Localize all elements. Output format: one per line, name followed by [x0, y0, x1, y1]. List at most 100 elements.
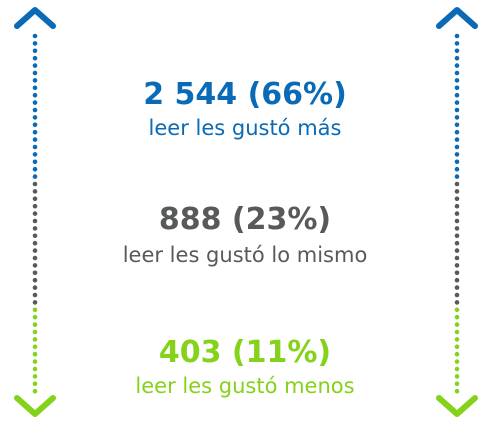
dot [32, 166, 38, 172]
dot [454, 233, 460, 239]
up-chevron [14, 7, 56, 29]
dot [454, 115, 460, 120]
dot [454, 129, 460, 135]
right-arrow [436, 7, 478, 417]
dot [454, 255, 460, 261]
dot [454, 374, 460, 379]
dot [32, 322, 38, 327]
dot [32, 233, 38, 239]
item-label: leer les gustó menos [135, 374, 354, 398]
item-label: leer les gustó más [149, 116, 342, 140]
dot [454, 48, 460, 54]
dot [32, 388, 38, 394]
left-arrow [14, 7, 56, 417]
dot [32, 137, 38, 142]
dot [454, 240, 460, 246]
item-value: 888 (23%) [159, 202, 331, 237]
dot [454, 218, 460, 224]
dot [32, 277, 38, 283]
dot [454, 337, 460, 342]
dot [454, 203, 460, 209]
dot [454, 152, 460, 157]
dot [32, 351, 38, 357]
dot [454, 366, 460, 372]
dot [454, 137, 460, 142]
dot [454, 329, 460, 335]
dot [454, 211, 460, 216]
dot [454, 63, 460, 68]
dot [32, 115, 38, 120]
dot [32, 337, 38, 342]
dot [32, 226, 38, 231]
item-value: 2 544 (66%) [143, 77, 347, 112]
dot [32, 248, 38, 253]
dot [454, 33, 460, 39]
dot [32, 159, 38, 165]
dot [454, 292, 460, 298]
dot [32, 129, 38, 135]
dot [454, 248, 460, 253]
dot [32, 41, 38, 46]
dot [32, 63, 38, 68]
dot [454, 78, 460, 83]
dot [32, 300, 38, 305]
dot [32, 144, 38, 150]
dot [454, 122, 460, 128]
dot [32, 100, 38, 105]
down-chevron [14, 395, 56, 417]
dot [32, 255, 38, 261]
dot [454, 107, 460, 113]
dot [32, 33, 38, 39]
dot [454, 300, 460, 305]
dot [32, 189, 38, 194]
dot [32, 366, 38, 372]
dot [32, 107, 38, 113]
dot [32, 78, 38, 83]
dot [32, 240, 38, 246]
item-value: 403 (11%) [159, 335, 331, 370]
dot [32, 55, 38, 61]
dot [32, 263, 38, 268]
dot [454, 196, 460, 202]
down-chevron [436, 395, 478, 417]
dot [32, 285, 38, 290]
dot [454, 285, 460, 290]
dot [32, 374, 38, 379]
dot [32, 270, 38, 276]
dot [454, 359, 460, 364]
dotted-lines [32, 33, 460, 394]
dot [454, 277, 460, 283]
dot [454, 159, 460, 165]
dot [32, 70, 38, 76]
dot [454, 307, 460, 313]
dot [32, 314, 38, 320]
dot [454, 174, 460, 179]
dot [32, 92, 38, 98]
dot [454, 55, 460, 61]
dot [32, 307, 38, 313]
dot [454, 314, 460, 320]
dot [454, 226, 460, 231]
dot [32, 359, 38, 364]
dot [32, 181, 38, 187]
dot [32, 329, 38, 335]
dot [32, 152, 38, 157]
dot [32, 48, 38, 54]
dot [32, 344, 38, 350]
dot [32, 381, 38, 387]
dot [454, 263, 460, 268]
dot [454, 344, 460, 350]
dot [454, 181, 460, 187]
dot [454, 322, 460, 327]
dot [454, 166, 460, 172]
dot [32, 174, 38, 179]
dot [32, 85, 38, 91]
dot [32, 292, 38, 298]
dot [454, 270, 460, 276]
dot [454, 388, 460, 394]
dot [454, 381, 460, 387]
dot [454, 70, 460, 76]
dot [454, 41, 460, 46]
